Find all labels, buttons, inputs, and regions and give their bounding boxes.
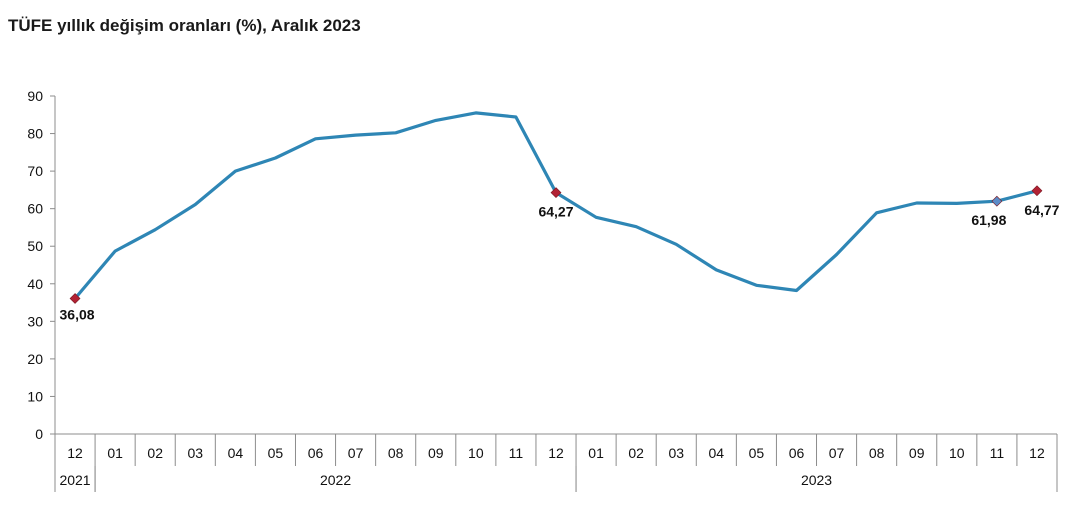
x-tick-label: 01 xyxy=(588,445,604,461)
y-tick-label: 0 xyxy=(35,426,43,442)
data-point-marker xyxy=(991,195,1003,207)
data-label: 64,77 xyxy=(1024,202,1059,218)
x-tick-label: 06 xyxy=(789,445,805,461)
x-tick-label: 05 xyxy=(749,445,765,461)
chart-axes xyxy=(54,96,1057,435)
data-labels: 36,08 64,27 61,98 64,77 xyxy=(60,202,1060,323)
x-tick-label: 11 xyxy=(509,445,524,461)
year-label: 2021 xyxy=(59,472,90,488)
x-tick-label: 12 xyxy=(548,445,564,461)
y-tick-label: 80 xyxy=(27,126,43,142)
y-tick-label: 20 xyxy=(27,351,43,367)
x-tick-label: 07 xyxy=(348,445,364,461)
x-tick-label: 03 xyxy=(187,445,203,461)
x-axis-ticks: 12 01 02 03 04 05 06 07 08 09 10 11 12 01 02 03 04 05 06 07… xyxy=(54,434,1058,492)
x-tick-label: 10 xyxy=(468,445,484,461)
x-tick-label: 02 xyxy=(147,445,163,461)
x-tick-label: 07 xyxy=(829,445,845,461)
year-label: 2022 xyxy=(320,472,351,488)
data-label: 64,27 xyxy=(538,204,573,220)
y-tick-label: 90 xyxy=(27,88,43,104)
x-tick-label: 08 xyxy=(388,445,404,461)
year-label: 2023 xyxy=(801,472,832,488)
x-tick-label: 02 xyxy=(628,445,644,461)
x-tick-label: 09 xyxy=(909,445,925,461)
x-tick-label: 10 xyxy=(949,445,965,461)
x-tick-label: 01 xyxy=(107,445,123,461)
x-tick-label: 05 xyxy=(268,445,284,461)
x-tick-label: 03 xyxy=(668,445,684,461)
y-tick-label: 40 xyxy=(27,276,43,292)
x-tick-label: 09 xyxy=(428,445,444,461)
x-tick-label: 04 xyxy=(228,445,244,461)
highlight-markers xyxy=(69,185,1043,304)
y-tick-label: 70 xyxy=(27,163,43,179)
y-tick-label: 60 xyxy=(27,201,43,217)
data-point-marker xyxy=(1031,185,1043,197)
x-tick-label: 12 xyxy=(67,445,83,461)
y-axis-ticks: 0 10 20 30 40 50 60 70 80 90 xyxy=(27,88,55,442)
x-tick-label: 11 xyxy=(990,445,1005,461)
chart-title: TÜFE yıllık değişim oranları (%), Aralık… xyxy=(8,16,361,35)
y-tick-label: 50 xyxy=(27,238,43,254)
x-tick-label: 06 xyxy=(308,445,324,461)
y-tick-label: 30 xyxy=(27,313,43,329)
x-tick-label: 04 xyxy=(709,445,725,461)
x-tick-label: 12 xyxy=(1029,445,1045,461)
data-point-marker xyxy=(69,293,81,304)
data-label: 36,08 xyxy=(60,306,95,322)
data-label: 61,98 xyxy=(971,212,1006,228)
data-point-marker xyxy=(550,187,562,199)
y-tick-label: 10 xyxy=(27,388,43,404)
x-tick-label: 08 xyxy=(869,445,885,461)
